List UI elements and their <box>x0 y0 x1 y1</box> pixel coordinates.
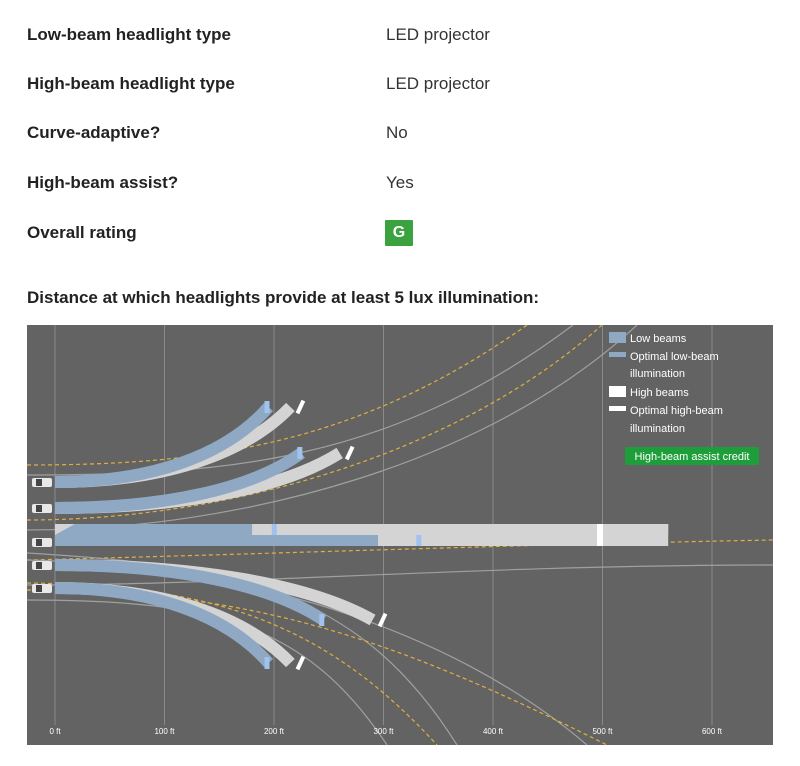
road-line <box>27 539 773 561</box>
tick-label: 500 ft <box>592 727 613 736</box>
legend-high-beams: High beams <box>630 387 689 399</box>
road-line <box>27 325 603 521</box>
assist-credit-label: High-beam assist credit <box>635 451 750 463</box>
spec-row-high-beam-assist: High-beam assist? Yes <box>0 168 800 198</box>
spec-label: High-beam assist? <box>27 173 179 192</box>
optimal-high-beam-marker <box>597 524 604 546</box>
chart-legend: Low beams Optimal low-beam illumination … <box>609 332 759 465</box>
legend-swatch-optimal-low-beam <box>609 352 626 357</box>
car-window-icon <box>36 479 42 486</box>
optimal-low-beam-marker <box>264 657 270 669</box>
spec-row-low-beam-type: Low-beam headlight type LED projector <box>0 20 800 50</box>
legend-optimal-low-beam-line2: illumination <box>630 368 685 380</box>
road-line <box>27 564 773 586</box>
low-beam-curve <box>54 559 327 625</box>
car-window-icon <box>36 585 42 592</box>
chart-canvas: 0 ft 100 ft 200 ft 300 ft 400 ft 500 ft 600 ft… <box>27 325 773 745</box>
legend-optimal-high-beam-line2: illumination <box>630 423 685 435</box>
legend-swatch-optimal-high-beam <box>609 406 626 411</box>
optimal-high-beam-marker <box>377 612 388 628</box>
tick-label: 400 ft <box>483 727 504 736</box>
optimal-high-beam-marker <box>295 399 306 415</box>
legend-swatch-low-beams <box>609 332 626 343</box>
car-window-icon <box>36 539 42 546</box>
car-window-icon <box>36 505 42 512</box>
spec-value: No <box>386 123 408 142</box>
spec-value: Yes <box>386 173 414 192</box>
rating-badge: G <box>385 220 413 246</box>
low-beam-curve <box>54 403 274 488</box>
spec-value: LED projector <box>386 25 490 44</box>
car-window-icon <box>36 562 42 569</box>
spec-label: High-beam headlight type <box>27 74 235 93</box>
tick-label: 300 ft <box>373 727 394 736</box>
spec-label: Overall rating <box>27 223 137 242</box>
headlight-distance-chart: 0 ft 100 ft 200 ft 300 ft 400 ft 500 ft 600 ft… <box>27 325 773 745</box>
chart-title: Distance at which headlights provide at … <box>27 288 539 307</box>
optimal-high-beam-marker <box>344 445 355 461</box>
low-beam-curve <box>54 582 274 667</box>
tick-label: 100 ft <box>154 727 175 736</box>
spec-label: Low-beam headlight type <box>27 25 232 44</box>
optimal-low-beam-marker <box>319 614 325 626</box>
spec-value: LED projector <box>386 74 490 93</box>
tick-label: 600 ft <box>702 727 723 736</box>
optimal-low-beam-marker <box>297 447 303 459</box>
axis-ticks: 0 ft 100 ft 200 ft 300 ft 400 ft 500 ft 600 ft <box>49 727 722 736</box>
tick-label: 0 ft <box>49 727 61 736</box>
spec-row-high-beam-type: High-beam headlight type LED projector <box>0 69 800 99</box>
spec-label: Curve-adaptive? <box>27 123 161 142</box>
cars <box>32 478 52 593</box>
spec-row-overall-rating: Overall rating G <box>0 218 800 248</box>
beam-bars <box>54 399 669 671</box>
legend-low-beams: Low beams <box>630 333 687 345</box>
legend-swatch-high-beams <box>609 386 626 397</box>
legend-optimal-low-beam: Optimal low-beam <box>630 351 719 363</box>
optimal-low-beam-marker <box>264 401 270 413</box>
optimal-low-beam-marker <box>416 535 422 546</box>
low-beam-curve <box>54 448 305 514</box>
spec-row-curve-adaptive: Curve-adaptive? No <box>0 118 800 148</box>
tick-label: 200 ft <box>264 727 285 736</box>
low-beam-straight <box>55 524 379 546</box>
optimal-low-beam-marker <box>271 524 277 535</box>
high-beam-assist-credit <box>252 524 669 535</box>
legend-optimal-high-beam: Optimal high-beam <box>630 405 723 417</box>
road-line <box>27 325 528 466</box>
optimal-high-beam-marker <box>295 655 306 671</box>
assist-credit-badge <box>625 447 759 465</box>
